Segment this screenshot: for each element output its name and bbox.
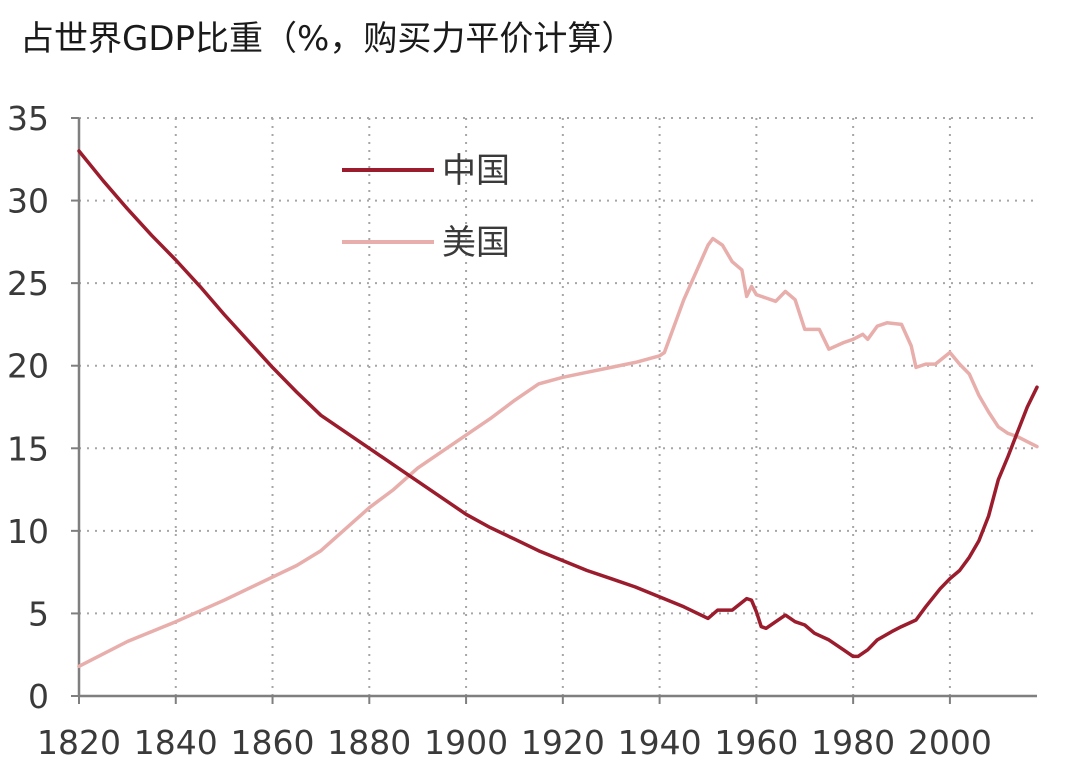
- x-tick-label: 1940: [618, 723, 702, 762]
- legend-label-0: 中国: [442, 151, 510, 191]
- x-tick-label: 1880: [327, 723, 411, 762]
- y-tick-label: 15: [7, 429, 49, 468]
- y-tick-label: 0: [28, 677, 49, 716]
- y-tick-label: 25: [7, 264, 49, 303]
- y-tick-label: 5: [28, 594, 49, 633]
- x-tick-label: 1860: [231, 723, 315, 762]
- series-line-1: [77, 236, 1039, 669]
- series-lines: [77, 149, 1039, 669]
- series-line-0: [77, 149, 1039, 659]
- x-tick-label: 1820: [37, 723, 121, 762]
- x-tick-label: 1980: [811, 723, 895, 762]
- x-tick-label: 1960: [714, 723, 798, 762]
- x-tick-label: 1840: [134, 723, 218, 762]
- x-tick-label: 1900: [424, 723, 508, 762]
- y-tick-label: 10: [7, 512, 49, 551]
- x-tick-label: 1920: [521, 723, 605, 762]
- y-tick-label: 30: [7, 182, 49, 221]
- legend-label-1: 美国: [442, 223, 510, 263]
- chart-title: 占世界GDP比重（%，购买力平价计算）: [20, 19, 635, 59]
- x-tick-label: 2000: [908, 723, 992, 762]
- y-tick-label: 20: [7, 347, 49, 386]
- grid: [79, 117, 1037, 696]
- axes: 0 5 10 15 20 25 30 35 1820 1840 1860 1880 1900 1920 19…: [7, 99, 1037, 762]
- y-tick-label: 35: [7, 99, 49, 138]
